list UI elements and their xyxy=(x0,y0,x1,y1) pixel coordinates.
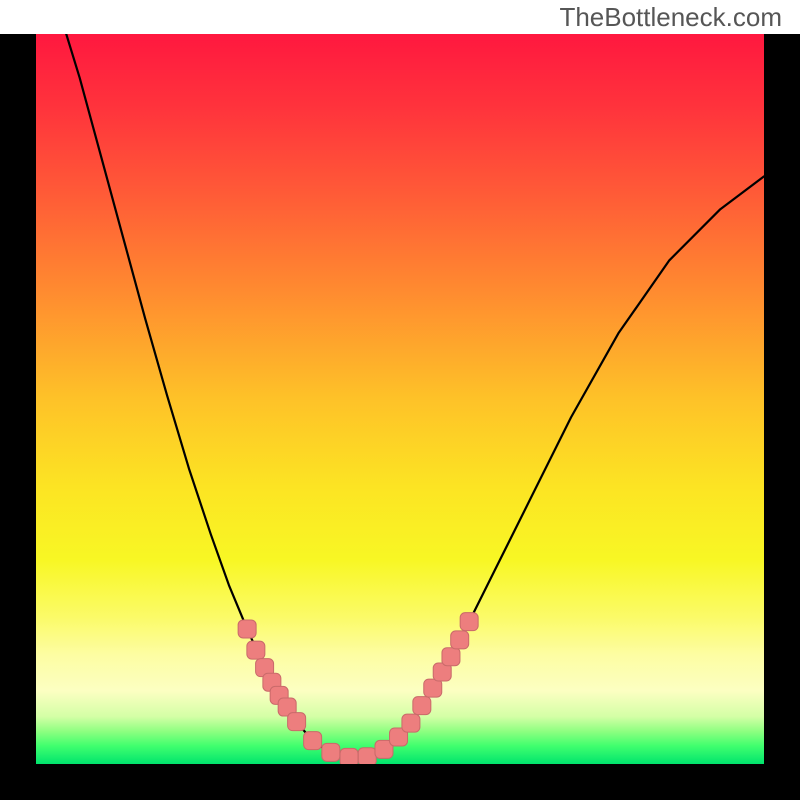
axis-border-right xyxy=(764,34,800,800)
axis-border-left xyxy=(0,34,36,800)
data-marker xyxy=(238,620,256,638)
data-marker xyxy=(288,713,306,731)
data-marker xyxy=(442,648,460,666)
data-marker xyxy=(413,697,431,715)
chart-frame: TheBottleneck.com xyxy=(0,0,800,800)
chart-svg xyxy=(36,34,764,764)
plot-area xyxy=(36,34,764,764)
axis-border-bottom xyxy=(0,764,800,800)
data-marker xyxy=(451,631,469,649)
data-marker xyxy=(358,748,376,764)
data-marker xyxy=(247,641,265,659)
data-marker xyxy=(460,613,478,631)
data-marker xyxy=(304,732,322,750)
data-marker xyxy=(424,679,442,697)
watermark-text: TheBottleneck.com xyxy=(559,2,782,33)
bottleneck-curve xyxy=(65,34,764,759)
data-marker xyxy=(402,714,420,732)
data-marker xyxy=(322,743,340,761)
data-marker xyxy=(340,748,358,764)
